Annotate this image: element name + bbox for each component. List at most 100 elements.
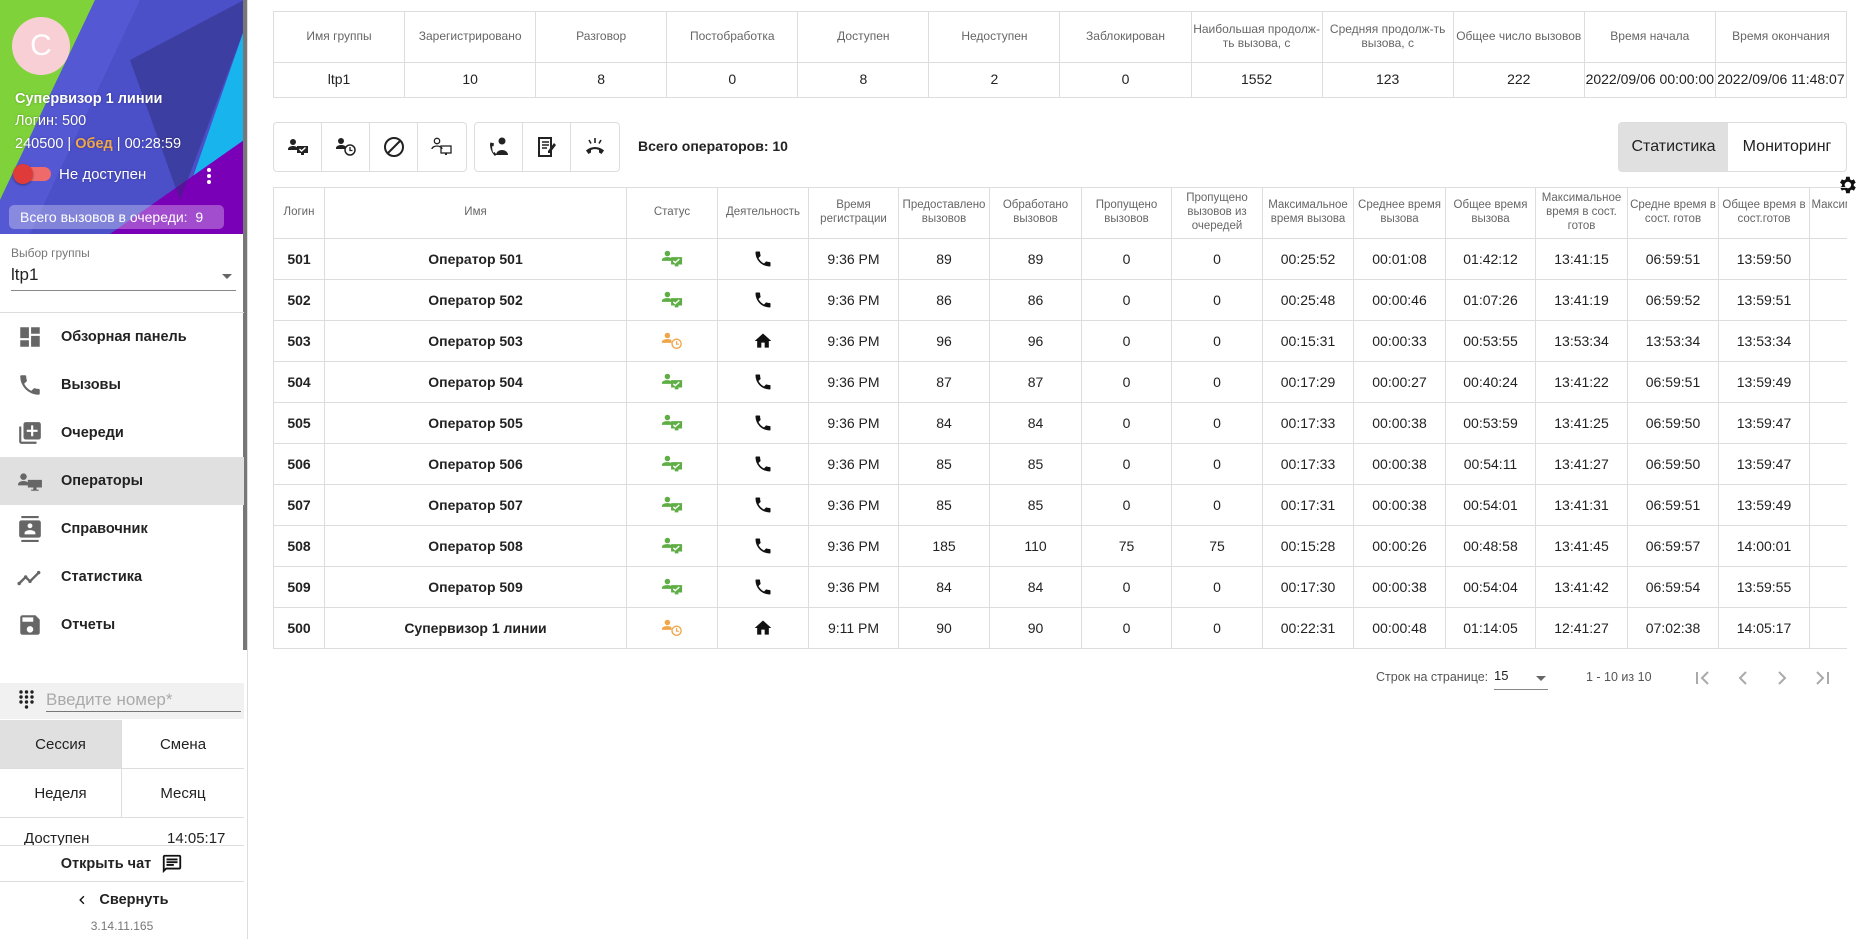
- user-status-line: 240500 | Обед | 00:28:59: [15, 136, 182, 152]
- availability-toggle-knob[interactable]: [13, 164, 33, 184]
- tab-monitoring[interactable]: Мониторинг: [1742, 138, 1832, 155]
- table-row[interactable]: 506 Оператор 506 9:36 PM 85 85 0 0 00:17:33 00:0…: [273, 443, 1847, 485]
- call-operator-button[interactable]: [475, 123, 523, 171]
- open-chat-button[interactable]: Открыть чат: [0, 845, 244, 882]
- period-month[interactable]: Месяц: [122, 769, 244, 818]
- hangup-button[interactable]: [571, 123, 619, 171]
- summary-cell: 0: [666, 62, 799, 98]
- column-header[interactable]: Обработано вызовов: [989, 187, 1082, 239]
- filter-offline-button[interactable]: [418, 123, 466, 171]
- operator-cell: 13:41:19: [1535, 279, 1628, 321]
- chat-icon: [163, 854, 182, 873]
- sidebar-item-phone[interactable]: Вызовы: [0, 361, 244, 409]
- table-row[interactable]: 501 Оператор 501 9:36 PM 89 89 0 0 00:25:52 00:0…: [273, 238, 1847, 280]
- operator-name: Оператор 505: [324, 402, 627, 444]
- next-page-icon[interactable]: [1773, 669, 1791, 687]
- table-row[interactable]: 500 Супервизор 1 линии 9:11 PM 90 90 0 0 00:22:…: [273, 607, 1847, 649]
- table-row[interactable]: 509 Оператор 509 9:36 PM 84 84 0 0 00:17:30 00:0…: [273, 566, 1847, 608]
- column-header[interactable]: Логин: [273, 187, 325, 239]
- operator-cell: 96: [898, 320, 990, 362]
- operator-name: Оператор 501: [324, 238, 627, 280]
- table-row[interactable]: 508 Оператор 508 9:36 PM 185 110 75 75 00:15:28…: [273, 525, 1847, 567]
- period-week[interactable]: Неделя: [0, 769, 122, 818]
- operator-cell: 13:41:31: [1535, 484, 1628, 526]
- column-header: Время окончания: [1714, 11, 1848, 63]
- table-row[interactable]: 503 Оператор 503 9:36 PM 96 96 0 0 00:15:31 00:0…: [273, 320, 1847, 362]
- operator-cell: 06:59:52: [1627, 279, 1719, 321]
- operator-cell: 00:01:08: [1353, 238, 1446, 280]
- status-away-icon: [661, 619, 682, 637]
- period-session[interactable]: Сессия: [0, 720, 122, 769]
- column-header[interactable]: Средне время в сост. готов: [1627, 187, 1719, 239]
- column-header[interactable]: Максимальное время в сост. готов: [1535, 187, 1628, 239]
- status-available-icon: [661, 291, 683, 308]
- group-select[interactable]: ltp1: [11, 265, 39, 284]
- column-header[interactable]: Общее время в сост.готов: [1718, 187, 1810, 239]
- first-page-icon[interactable]: [1694, 669, 1712, 687]
- phone-number-input[interactable]: [46, 688, 241, 712]
- sidebar-item-chart-line[interactable]: Статистика: [0, 553, 244, 601]
- table-row[interactable]: 504 Оператор 504 9:36 PM 87 87 0 0 00:17:29 00:0…: [273, 361, 1847, 403]
- sidebar-item-queue-add[interactable]: Очереди: [0, 409, 244, 457]
- last-page-icon[interactable]: [1813, 669, 1831, 687]
- column-header[interactable]: Пропущено вызовов из очередей: [1171, 187, 1263, 239]
- rows-per-page-select[interactable]: 15: [1494, 668, 1548, 690]
- column-header[interactable]: Предоставлено вызовов: [898, 187, 990, 239]
- operator-cell: 06:59:51: [1627, 484, 1719, 526]
- status-available-icon: [661, 578, 683, 595]
- operator-activity: [717, 566, 809, 608]
- table-row[interactable]: 507 Оператор 507 9:36 PM 85 85 0 0 00:17:31 00:0…: [273, 484, 1847, 526]
- filter-offline-icon: [431, 137, 452, 155]
- summary-cell: ltp1: [272, 62, 406, 98]
- column-header[interactable]: Общее время вызова: [1445, 187, 1536, 239]
- sidebar-item-operators[interactable]: Операторы: [0, 457, 244, 505]
- sidebar-item-contacts[interactable]: Справочник: [0, 505, 244, 553]
- operator-name: Оператор 509: [324, 566, 627, 608]
- operator-activity: [717, 320, 809, 362]
- operator-login: 501: [273, 238, 325, 280]
- column-header[interactable]: Максимальное время вызова: [1262, 187, 1354, 239]
- operator-login: 503: [273, 320, 325, 362]
- previous-page-icon[interactable]: [1734, 669, 1752, 687]
- column-header[interactable]: Среднее время вызова: [1353, 187, 1446, 239]
- column-header[interactable]: Статус: [626, 187, 718, 239]
- chevron-down-icon[interactable]: [222, 274, 232, 279]
- operator-cell: 185: [898, 525, 990, 567]
- hangup-icon: [586, 138, 604, 154]
- operator-status: [626, 320, 718, 362]
- sidebar-item-dashboard[interactable]: Обзорная панель: [0, 313, 244, 361]
- column-header: Имя группы: [272, 11, 406, 63]
- app-version: 3.14.11.165: [90, 919, 154, 933]
- operator-cell: 0: [1081, 238, 1172, 280]
- filter-available-button[interactable]: [274, 123, 322, 171]
- period-shift[interactable]: Смена: [122, 720, 244, 769]
- status-filter-group: [273, 122, 467, 172]
- notes-button[interactable]: [523, 123, 571, 171]
- operator-cell: 01:42:12: [1445, 238, 1536, 280]
- sidebar-item-label: Справочник: [61, 521, 148, 537]
- table-row[interactable]: 502 Оператор 502 9:36 PM 86 86 0 0 00:25:48 00:0…: [273, 279, 1847, 321]
- column-header[interactable]: Время регистрации: [808, 187, 899, 239]
- table-row[interactable]: 505 Оператор 505 9:36 PM 84 84 0 0 00:17:33 00:0…: [273, 402, 1847, 444]
- column-header[interactable]: Имя: [324, 187, 627, 239]
- operator-cell: 0: [1081, 566, 1172, 608]
- filter-away-button[interactable]: [322, 123, 370, 171]
- operator-cell: 13:59:49: [1718, 361, 1810, 403]
- operator-name: Оператор 507: [324, 484, 627, 526]
- column-header[interactable]: Деятельность: [717, 187, 809, 239]
- operator-cell: 00:00:38: [1353, 484, 1446, 526]
- sidebar-item-save[interactable]: Отчеты: [0, 601, 244, 649]
- column-header[interactable]: Максимальное время в блок: [1809, 187, 1847, 239]
- tab-statistics[interactable]: Статистика: [1619, 123, 1729, 171]
- sidebar-item-label: Операторы: [61, 473, 144, 489]
- filter-blocked-button[interactable]: [370, 123, 418, 171]
- collapse-button[interactable]: Свернуть: [0, 886, 244, 914]
- operator-cell: 13:53:34: [1718, 320, 1810, 362]
- sidebar-scrollbar[interactable]: [243, 0, 247, 650]
- column-header[interactable]: Пропущено вызовов: [1081, 187, 1172, 239]
- status-available-icon: [661, 414, 683, 431]
- operator-name: Оператор 508: [324, 525, 627, 567]
- operators-table-container[interactable]: Логин Имя Статус Деятельность Время регистра…: [273, 187, 1847, 650]
- chevron-down-icon[interactable]: [1536, 676, 1546, 681]
- more-vert-icon[interactable]: [206, 167, 212, 185]
